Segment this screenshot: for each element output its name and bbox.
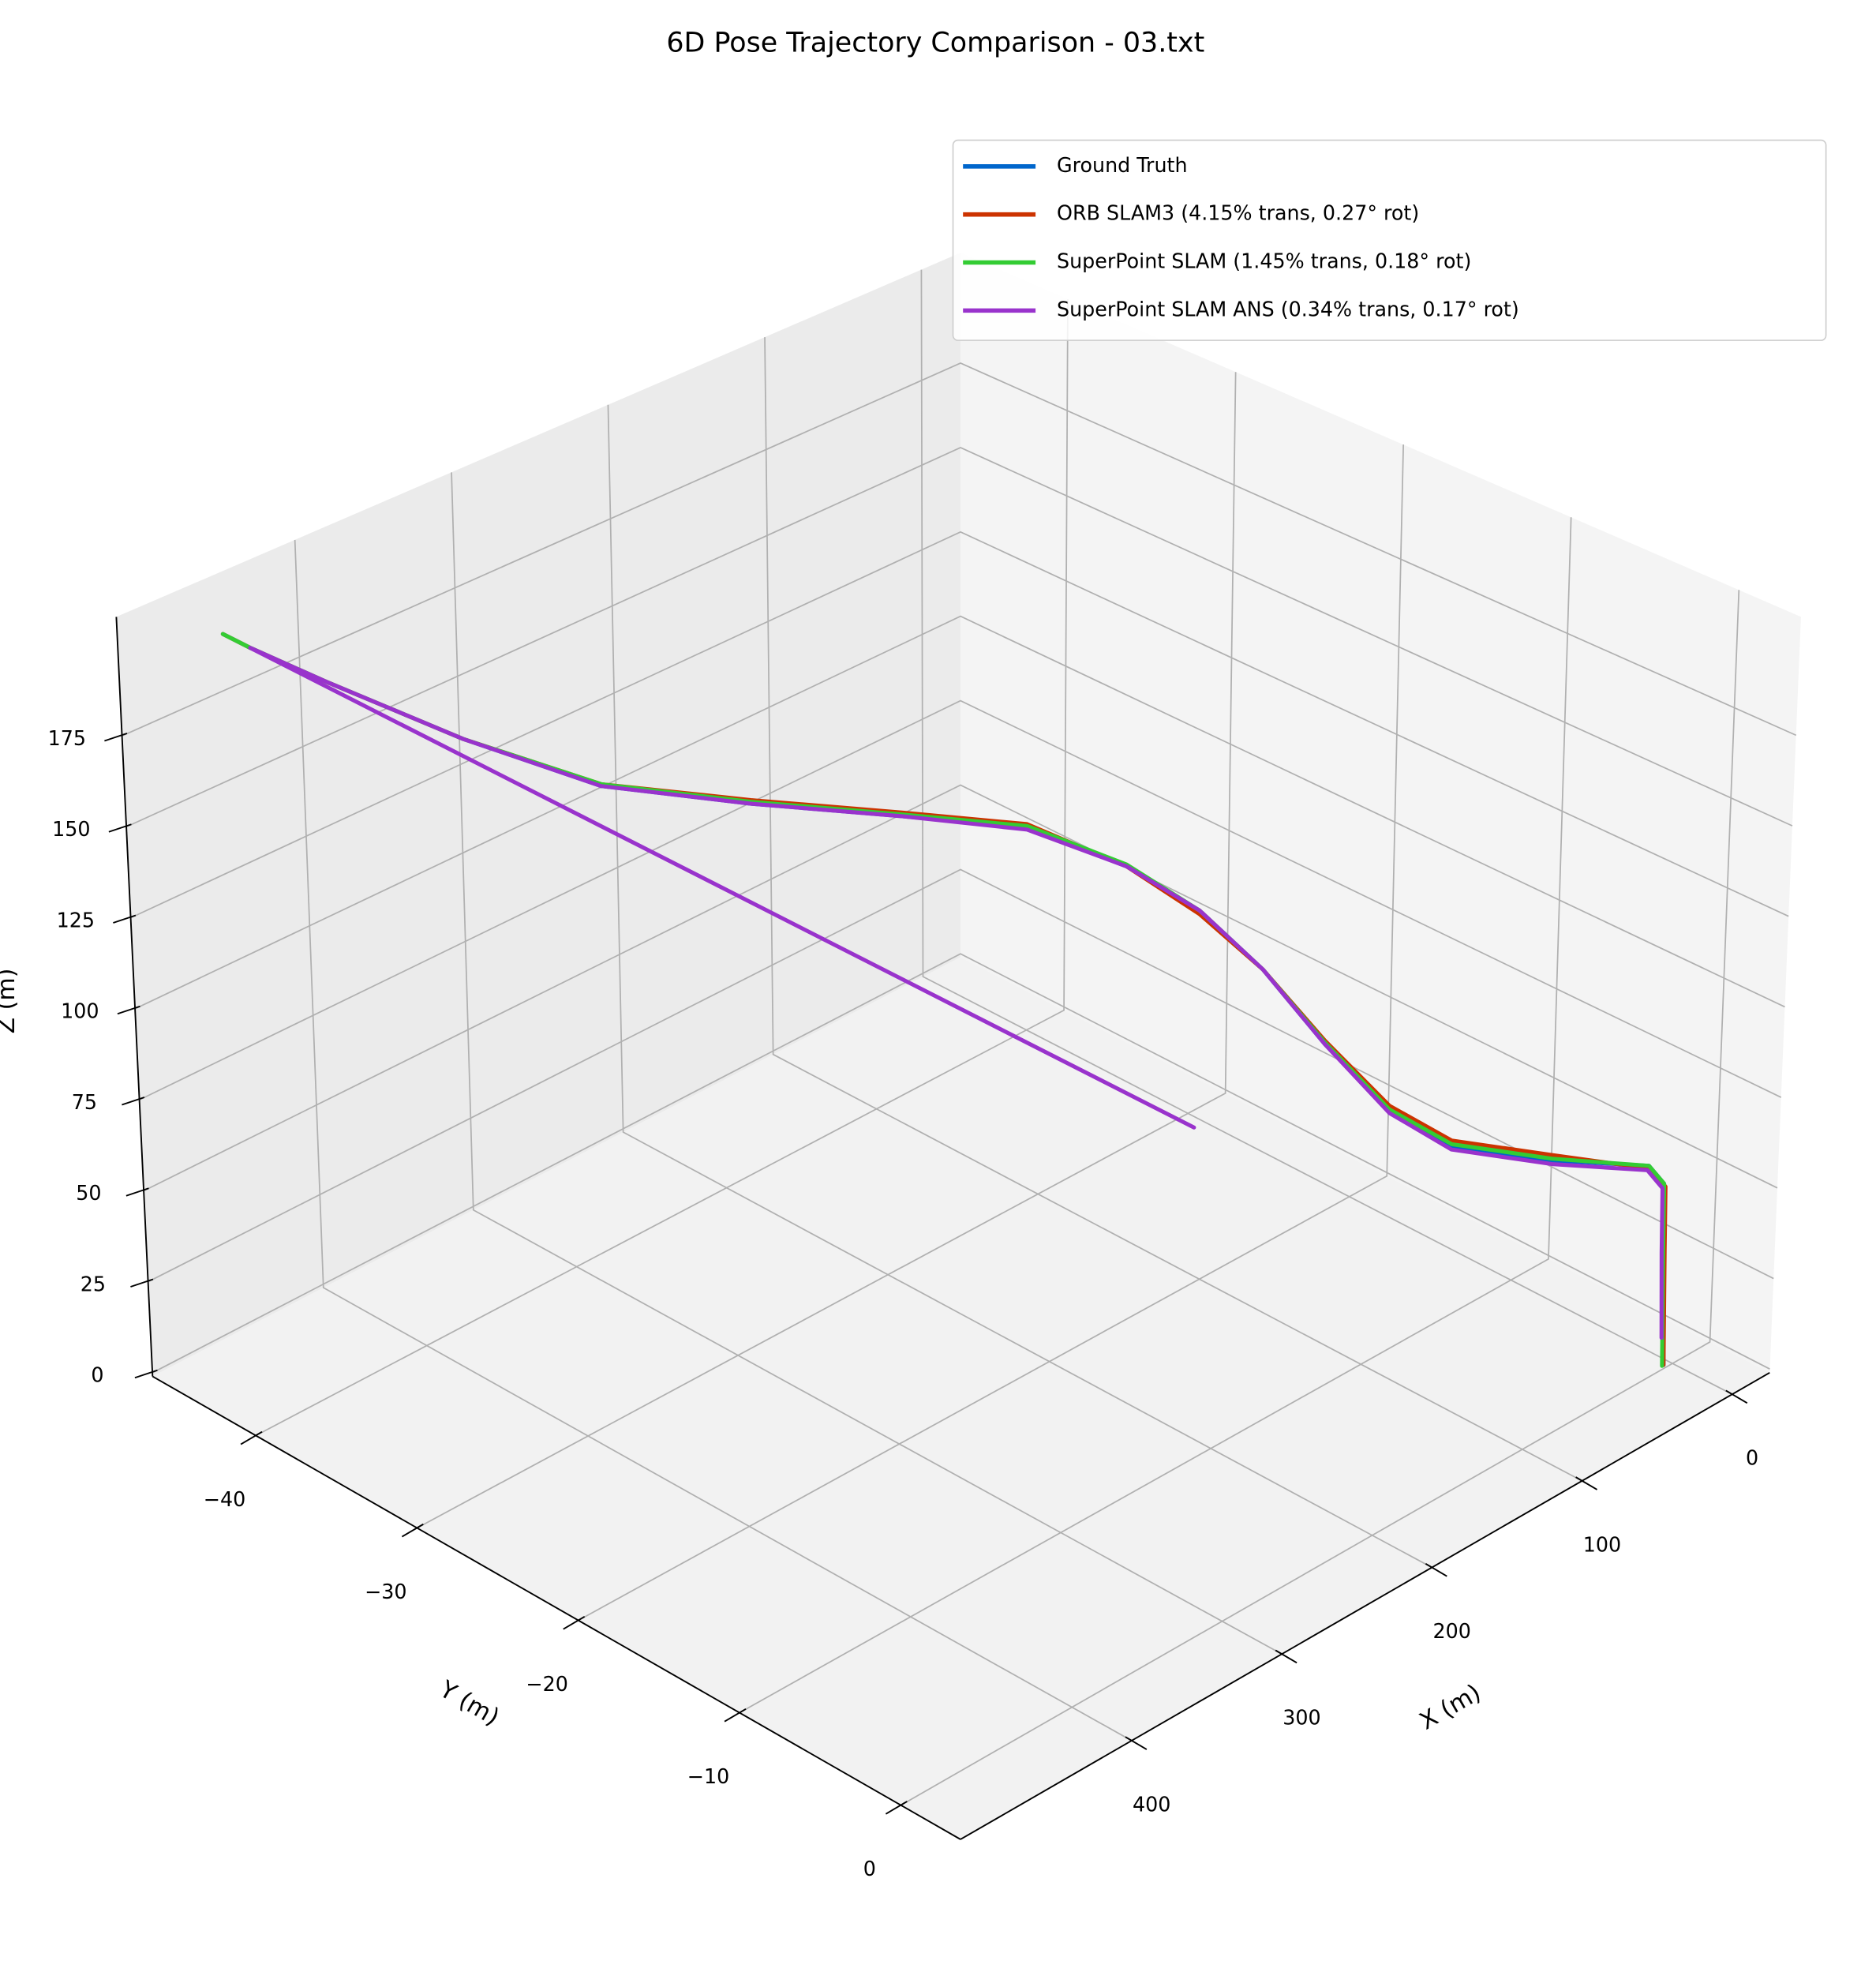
legend-label: SuperPoint SLAM (1.45% trans, 0.18° rot) (1057, 249, 1471, 273)
panes (116, 253, 1801, 1839)
x-axis-line (960, 1371, 1770, 1840)
z-tick-label: 100 (61, 999, 99, 1023)
grid-line (139, 699, 1782, 1101)
grid-line (764, 337, 1583, 1482)
y-tick (724, 1708, 747, 1723)
grid (122, 269, 1797, 1806)
axes: 0 100 200 300 400 −40 −30 −20 −10 0 0 25 50 75 100 125 1… (48, 617, 1770, 1880)
z-tick (117, 1005, 140, 1015)
pane-right (960, 253, 1801, 1373)
x-axis-label: X (m) (1415, 1679, 1485, 1736)
y-tick (401, 1523, 424, 1538)
pane-floor (152, 957, 1770, 1839)
chart-title: 6D Pose Trajectory Comparison - 03.txt (666, 27, 1204, 58)
x-tick-label: 400 (1133, 1792, 1170, 1816)
z-tick (108, 823, 132, 833)
grid-line (122, 362, 1797, 737)
z-tick-label: 25 (81, 1272, 106, 1295)
y-tick-label: −10 (687, 1764, 729, 1788)
x-tick-label: 100 (1583, 1532, 1621, 1556)
grid-line (578, 444, 1405, 1621)
grid-line (134, 615, 1785, 1010)
y-tick-label: 0 (863, 1857, 876, 1880)
z-axis-label: Z (m) (0, 969, 21, 1034)
grid-line (417, 372, 1237, 1529)
y-tick-label: −20 (526, 1672, 567, 1696)
z-axis-line (115, 617, 154, 1377)
grid-line (920, 269, 1733, 1395)
z-tick (104, 733, 128, 742)
z-tick-label: 0 (91, 1363, 103, 1387)
grid-line (143, 784, 1778, 1192)
x-tick (1125, 1736, 1148, 1750)
x-tick-label: 300 (1282, 1706, 1320, 1730)
grid-line (451, 472, 1282, 1655)
grid-line (901, 590, 1740, 1806)
z-tick (122, 1097, 145, 1106)
y-axis-line (152, 1375, 961, 1840)
y-axis-label: Y (m) (434, 1675, 504, 1731)
y-tick (563, 1615, 586, 1630)
z-tick-label: 125 (57, 908, 95, 932)
grid-line (255, 299, 1069, 1437)
pane-left (116, 253, 961, 1377)
grid-line (148, 868, 1774, 1283)
legend: Ground Truth ORB SLAM3 (4.15% trans, 0.27… (952, 139, 1827, 341)
legend-label: ORB SLAM3 (4.15% trans, 0.27° rot) (1057, 201, 1419, 225)
legend-label: SuperPoint SLAM ANS (0.34% trans, 0.17° … (1057, 297, 1519, 321)
z-tick-label: 50 (76, 1181, 101, 1205)
grid-line (294, 539, 1133, 1741)
z-tick (130, 1278, 154, 1288)
z-tick (134, 1369, 158, 1379)
y-tick (885, 1801, 908, 1815)
grid-line (607, 404, 1432, 1569)
legend-label: Ground Truth (1057, 153, 1187, 177)
x-tick (1275, 1649, 1297, 1664)
x-tick (1425, 1562, 1447, 1577)
z-tick (125, 1187, 149, 1197)
z-tick-label: 75 (72, 1090, 97, 1114)
trajectory-line (248, 646, 1665, 1340)
y-tick (240, 1430, 263, 1445)
grid-line (152, 953, 1770, 1374)
legend-box (952, 139, 1827, 341)
z-tick-label: 150 (52, 817, 90, 841)
grid-line (739, 517, 1572, 1714)
y-tick-label: −40 (204, 1487, 245, 1511)
x-tick-label: 0 (1746, 1446, 1758, 1470)
x-tick-label: 200 (1432, 1619, 1470, 1643)
x-tick (1575, 1476, 1598, 1490)
y-tick-label: −30 (365, 1580, 406, 1603)
z-tick-label: 175 (48, 726, 86, 750)
z-tick (113, 914, 137, 924)
grid-line (130, 530, 1789, 919)
trajectories (220, 632, 1668, 1368)
x-tick (1725, 1389, 1748, 1404)
grid-line (125, 447, 1793, 828)
